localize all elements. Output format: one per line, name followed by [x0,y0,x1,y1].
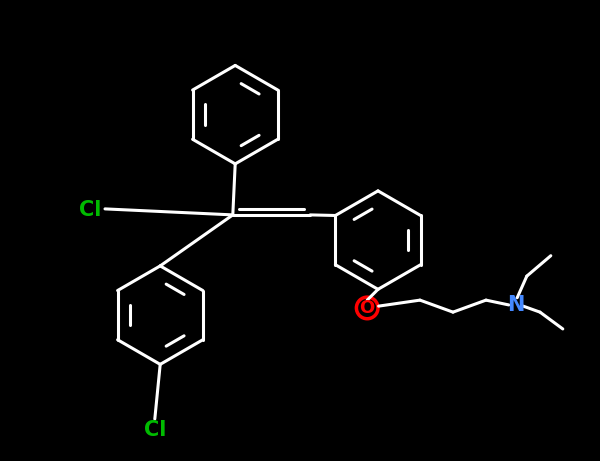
Text: Cl: Cl [143,420,166,440]
Text: O: O [359,299,375,317]
Text: N: N [508,295,524,315]
Text: Cl: Cl [79,200,101,220]
